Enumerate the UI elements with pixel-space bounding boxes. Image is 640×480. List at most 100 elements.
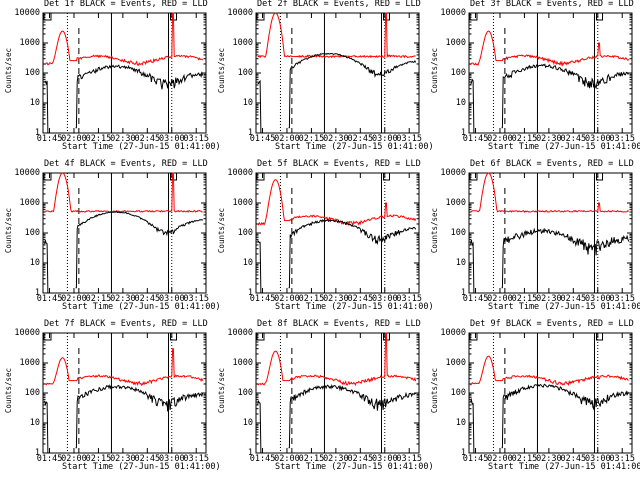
y-tick-label: 10 xyxy=(242,418,253,428)
x-tick-label: 02:00 xyxy=(61,454,87,464)
y-tick-label: 10 xyxy=(242,258,253,268)
x-tick-label: 02:15 xyxy=(85,294,112,304)
y-tick-label: 1000 xyxy=(445,38,466,48)
x-tick-label: 01:45 xyxy=(249,294,276,304)
y-tick-label: 1000 xyxy=(19,38,40,48)
x-tick-label: 02:00 xyxy=(61,134,87,144)
x-tick-label: 02:45 xyxy=(134,454,161,464)
x-tick-label: 02:15 xyxy=(511,134,538,144)
series-events-line xyxy=(257,400,262,454)
x-tick-label: 03:15 xyxy=(396,454,423,464)
x-tick-label: 01:45 xyxy=(249,134,276,144)
y-tick-label: 100 xyxy=(450,68,466,78)
x-tick-label: 02:45 xyxy=(347,294,374,304)
saa-bracket xyxy=(43,13,52,21)
saa-bracket xyxy=(469,13,478,21)
chart-title: Det 4f BLACK = Events, RED = LLD xyxy=(44,159,208,169)
series-events-line xyxy=(288,218,417,289)
y-tick-label: 1 xyxy=(247,288,253,298)
y-tick-label: 1 xyxy=(34,128,40,138)
y-tick-label: 10 xyxy=(29,98,40,108)
y-tick-label: 100 xyxy=(237,68,253,78)
x-tick-label: 03:00 xyxy=(584,134,611,144)
plot-area xyxy=(468,172,633,294)
y-tick-label: 10000 xyxy=(14,8,40,18)
x-tick-label: 02:15 xyxy=(298,294,325,304)
x-tick-label: 02:00 xyxy=(61,294,87,304)
x-tick-label: 02:30 xyxy=(536,454,562,464)
chart-title: Det 3f BLACK = Events, RED = LLD xyxy=(470,0,634,9)
series-lld-line xyxy=(44,348,204,386)
x-tick-label: 03:15 xyxy=(396,134,423,144)
y-tick-label: 10 xyxy=(242,98,253,108)
series-lld-line xyxy=(257,332,417,387)
y-tick-label: 100 xyxy=(450,388,466,398)
chart-panel-6: Det 6f BLACK = Events, RED = LLD Start Ti… xyxy=(426,160,640,320)
y-tick-label: 10000 xyxy=(440,8,466,18)
series-events-line xyxy=(44,80,49,134)
series-events-line xyxy=(257,79,262,134)
x-tick-label: 02:00 xyxy=(274,134,300,144)
series-events-line xyxy=(75,64,204,129)
y-tick-label: 10000 xyxy=(227,328,253,338)
saa-bracket xyxy=(596,333,604,341)
plot-area xyxy=(42,12,207,134)
x-tick-label: 02:30 xyxy=(536,134,562,144)
chart-title: Det 9f BLACK = Events, RED = LLD xyxy=(470,319,634,329)
x-tick-label: 02:30 xyxy=(323,454,349,464)
y-tick-label: 100 xyxy=(237,388,253,398)
y-tick-label: 100 xyxy=(24,388,40,398)
x-tick-label: 02:30 xyxy=(110,134,136,144)
series-lld-line xyxy=(470,355,629,386)
y-tick-label: 1 xyxy=(460,128,466,138)
x-tick-label: 02:00 xyxy=(274,294,300,304)
x-tick-label: 02:15 xyxy=(85,454,112,464)
y-tick-label: 1000 xyxy=(232,358,253,368)
saa-bracket xyxy=(170,333,178,341)
y-tick-label: 10000 xyxy=(227,168,253,178)
y-tick-label: 1000 xyxy=(445,198,466,208)
x-tick-label: 02:45 xyxy=(560,454,587,464)
plot-area xyxy=(255,172,420,294)
plot-area xyxy=(42,332,207,454)
series-events-line xyxy=(44,240,49,294)
x-tick-label: 02:30 xyxy=(110,454,136,464)
x-tick-label: 03:00 xyxy=(158,294,185,304)
saa-bracket xyxy=(469,173,478,181)
y-tick-label: 10000 xyxy=(227,8,253,18)
y-tick-label: 10 xyxy=(455,98,466,108)
plot-area xyxy=(255,12,420,134)
series-events-line xyxy=(257,240,262,294)
x-tick-label: 01:45 xyxy=(36,454,63,464)
series-events-line xyxy=(501,227,630,289)
series-events-line xyxy=(75,210,204,289)
series-lld-line xyxy=(257,179,417,227)
x-axis-title: Start Time (27-Jun-15 01:41:00) xyxy=(275,302,434,312)
x-tick-label: 03:15 xyxy=(183,454,210,464)
y-tick-label: 1000 xyxy=(232,198,253,208)
saa-bracket xyxy=(596,13,604,21)
series-events-line xyxy=(470,397,475,454)
x-tick-label: 02:45 xyxy=(560,134,587,144)
x-tick-label: 01:45 xyxy=(462,454,489,464)
y-tick-label: 1000 xyxy=(232,38,253,48)
chart-title: Det 1f BLACK = Events, RED = LLD xyxy=(44,0,208,9)
y-tick-label: 1 xyxy=(247,448,253,458)
x-tick-label: 03:00 xyxy=(584,454,611,464)
y-tick-label: 1 xyxy=(247,128,253,138)
x-tick-label: 01:45 xyxy=(249,454,276,464)
x-tick-label: 02:00 xyxy=(274,454,300,464)
x-tick-label: 02:45 xyxy=(560,294,587,304)
x-tick-label: 02:45 xyxy=(134,294,161,304)
chart-panel-4: Det 4f BLACK = Events, RED = LLD Start Ti… xyxy=(0,159,221,320)
y-tick-label: 10 xyxy=(455,418,466,428)
x-axis-title: Start Time (27-Jun-15 01:41:00) xyxy=(275,462,434,472)
x-axis-title: Start Time (27-Jun-15 01:41:00) xyxy=(275,142,434,152)
x-tick-label: 03:00 xyxy=(158,134,185,144)
plot-area xyxy=(255,332,420,454)
x-tick-label: 02:15 xyxy=(298,134,325,144)
x-tick-label: 02:45 xyxy=(347,134,374,144)
saa-bracket xyxy=(43,333,52,341)
x-tick-label: 03:15 xyxy=(609,454,636,464)
